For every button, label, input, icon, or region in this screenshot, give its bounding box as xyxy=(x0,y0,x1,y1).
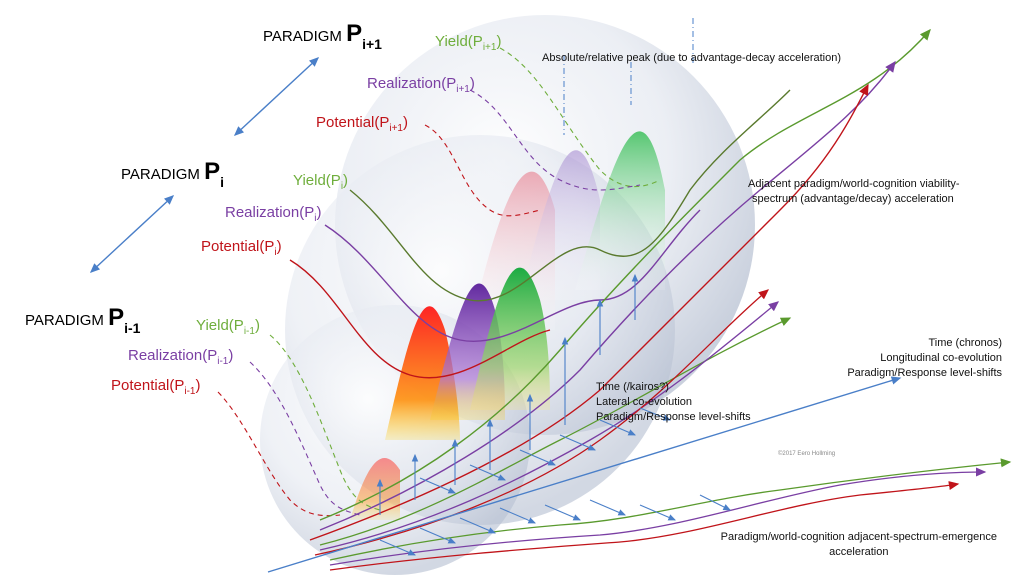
upper-potential-label: Potential(Pi+1) xyxy=(316,114,408,134)
middle-realization-label: Realization(Pi) xyxy=(225,204,322,224)
lateral-arrows xyxy=(379,407,731,556)
peak-markers xyxy=(563,18,694,135)
paradigm-lower-label: PARADIGM Pi-1 xyxy=(25,304,141,336)
kairos-annotation: Time (/kairos?) Lateral co-evolution Par… xyxy=(596,381,751,423)
middle-yield-label: Yield(Pi) xyxy=(293,172,349,192)
peak-annotation: Absolute/relative peak (due to advantage… xyxy=(542,52,842,64)
middle-potential-label: Potential(Pi) xyxy=(201,238,282,258)
label-leader-lines xyxy=(217,47,661,517)
upper-realization-label: Realization(Pi+1) xyxy=(367,75,475,95)
lower-potential-label: Potential(Pi-1) xyxy=(111,377,201,397)
middle-curves xyxy=(289,89,791,379)
paradigm-upper-label: PARADIGM Pi+1 xyxy=(263,20,382,52)
lower-rising-arrows xyxy=(329,458,1012,571)
middle-rising-arrows xyxy=(314,289,792,556)
lower-yield-label: Yield(Pi-1) xyxy=(196,317,260,337)
paradigm-middle-label: PARADIGM Pi xyxy=(121,158,224,190)
copyright-notice: ©2017 Eero Hollming xyxy=(778,451,836,457)
lower-wave-fills xyxy=(350,267,550,520)
adjacent-spectrum-annotation: Adjacent paradigm/world-cognition viabil… xyxy=(748,178,960,205)
emergence-annotation: Paradigm/world-cognition adjacent-spectr… xyxy=(720,531,997,558)
upper-rising-arrows xyxy=(309,28,931,541)
chronos-annotation: Time (chronos) Longitudinal co-evolution… xyxy=(847,337,1002,379)
time-chronos-axis xyxy=(267,376,902,573)
lower-realization-label: Realization(Pi-1) xyxy=(128,347,234,367)
paradigm-transition-arrows xyxy=(89,57,320,273)
vertical-arrows xyxy=(376,273,639,515)
upper-yield-label: Yield(Pi+1) xyxy=(435,33,502,53)
